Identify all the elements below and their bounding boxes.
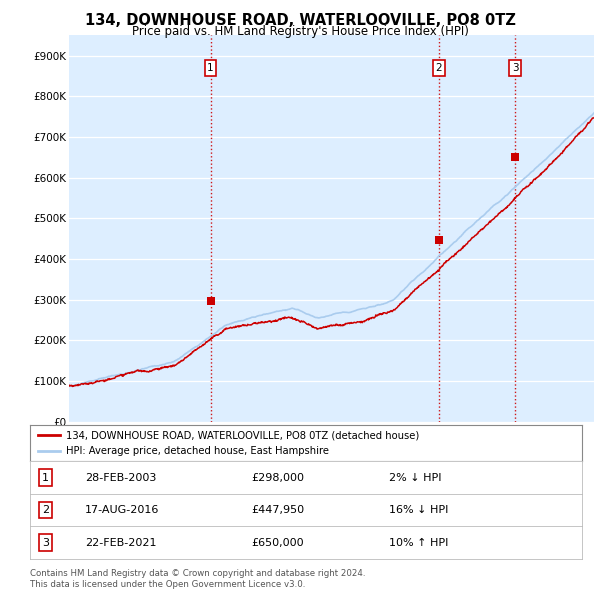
- Text: Price paid vs. HM Land Registry's House Price Index (HPI): Price paid vs. HM Land Registry's House …: [131, 25, 469, 38]
- Text: 2: 2: [436, 63, 442, 73]
- Text: 1: 1: [207, 63, 214, 73]
- Text: 22-FEB-2021: 22-FEB-2021: [85, 537, 157, 548]
- Text: 1: 1: [42, 473, 49, 483]
- Text: £650,000: £650,000: [251, 537, 304, 548]
- Text: 3: 3: [512, 63, 518, 73]
- Text: 134, DOWNHOUSE ROAD, WATERLOOVILLE, PO8 0TZ: 134, DOWNHOUSE ROAD, WATERLOOVILLE, PO8 …: [85, 13, 515, 28]
- Text: 17-AUG-2016: 17-AUG-2016: [85, 505, 160, 515]
- Text: HPI: Average price, detached house, East Hampshire: HPI: Average price, detached house, East…: [66, 446, 329, 456]
- Text: 10% ↑ HPI: 10% ↑ HPI: [389, 537, 448, 548]
- Text: Contains HM Land Registry data © Crown copyright and database right 2024.
This d: Contains HM Land Registry data © Crown c…: [30, 569, 365, 589]
- Text: £298,000: £298,000: [251, 473, 304, 483]
- Text: 2: 2: [42, 505, 49, 515]
- Text: 2% ↓ HPI: 2% ↓ HPI: [389, 473, 442, 483]
- Text: 16% ↓ HPI: 16% ↓ HPI: [389, 505, 448, 515]
- Text: 3: 3: [42, 537, 49, 548]
- Text: 28-FEB-2003: 28-FEB-2003: [85, 473, 157, 483]
- Text: 134, DOWNHOUSE ROAD, WATERLOOVILLE, PO8 0TZ (detached house): 134, DOWNHOUSE ROAD, WATERLOOVILLE, PO8 …: [66, 430, 419, 440]
- Text: £447,950: £447,950: [251, 505, 304, 515]
